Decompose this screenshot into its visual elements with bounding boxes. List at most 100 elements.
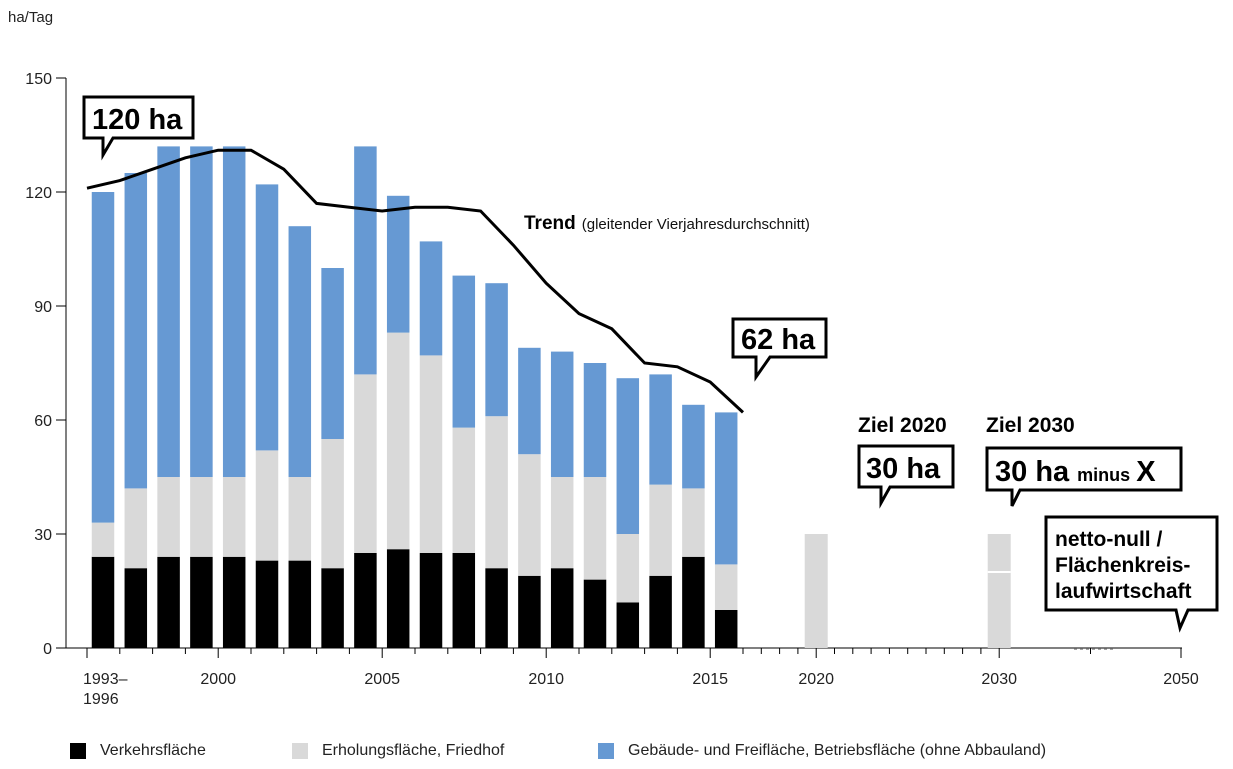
- y-axis: 0 30 60 90 120 150: [25, 71, 67, 658]
- legend-swatch-black: [70, 743, 86, 759]
- bar-erholung: [190, 477, 213, 557]
- bar-erholung: [550, 477, 574, 569]
- target-bar: [987, 534, 1011, 648]
- bar-verkehr: [157, 556, 180, 648]
- legend-swatch-blue: [598, 743, 614, 759]
- bar-verkehr: [354, 553, 377, 648]
- bar-gebaeude: [682, 404, 705, 489]
- bar-erholung: [616, 534, 640, 603]
- x-tick-label: 2000: [200, 671, 236, 688]
- bar-gebaeude: [157, 146, 180, 477]
- svg-text:Flächenkreis-: Flächenkreis-: [1055, 554, 1190, 577]
- legend-item-erholung: Erholungsfläche, Friedhof: [292, 742, 598, 760]
- bar-erholung: [124, 488, 148, 569]
- bar-verkehr: [452, 553, 476, 648]
- bar-erholung: [518, 454, 541, 576]
- bar-verkehr: [222, 556, 246, 648]
- bar-verkehr: [255, 560, 279, 648]
- trend-label: Trend (gleitender Vierjahresdurchschnitt): [524, 213, 810, 234]
- bar-verkehr: [91, 556, 115, 648]
- y-tick-label: 150: [25, 71, 52, 88]
- legend-label: Erholungsfläche, Friedhof: [322, 742, 505, 759]
- bar-gebaeude: [354, 146, 377, 375]
- bar-erholung: [649, 484, 672, 576]
- bar-gebaeude: [452, 275, 476, 428]
- bars: [91, 146, 738, 648]
- bar-verkehr: [714, 610, 738, 648]
- bar-verkehr: [583, 579, 607, 648]
- bar-verkehr: [485, 568, 508, 648]
- target-bars: [804, 534, 1011, 648]
- bar-gebaeude: [485, 283, 508, 417]
- bar-erholung: [485, 416, 508, 569]
- bar-verkehr: [419, 553, 443, 648]
- bar-verkehr: [649, 575, 672, 648]
- bar-gebaeude: [583, 363, 607, 477]
- bar-verkehr: [321, 568, 344, 648]
- bar-gebaeude: [714, 412, 738, 565]
- bar-erholung: [157, 477, 180, 557]
- bar-verkehr: [682, 556, 705, 648]
- x-tick-label: 2010: [528, 671, 564, 688]
- legend: Verkehrsfläche Erholungsfläche, Friedhof…: [70, 742, 1046, 760]
- bar-erholung: [682, 488, 705, 557]
- bar-erholung: [419, 355, 443, 553]
- bar-gebaeude: [386, 195, 410, 333]
- bar-gebaeude: [321, 268, 344, 439]
- bar-gebaeude: [190, 146, 213, 477]
- legend-label: Gebäude- und Freifläche, Betriebsfläche …: [628, 742, 1047, 759]
- x-tick-label: 1993– 1996: [83, 671, 128, 708]
- svg-text:62 ha: 62 ha: [741, 324, 816, 356]
- legend-label: Verkehrsfläche: [100, 742, 206, 759]
- bar-gebaeude: [255, 184, 279, 451]
- svg-text:netto-null /: netto-null /: [1055, 528, 1162, 551]
- bar-erholung: [321, 439, 344, 569]
- trend-line: [86, 148, 745, 414]
- bar-gebaeude: [419, 241, 443, 356]
- y-tick-label: 60: [34, 413, 52, 430]
- callout-end: 62 ha: [731, 317, 828, 382]
- svg-text:30 ha: 30 ha: [866, 453, 941, 485]
- y-tick-label: 90: [34, 299, 52, 316]
- bar-gebaeude: [222, 146, 246, 477]
- bar-erholung: [583, 477, 607, 580]
- bar-gebaeude: [91, 192, 115, 523]
- bar-erholung: [288, 477, 312, 561]
- bar-erholung: [452, 427, 476, 553]
- bar-gebaeude: [124, 173, 148, 489]
- y-tick-label: 120: [25, 185, 52, 202]
- bar-verkehr: [288, 560, 312, 648]
- target-2020-label: Ziel 2020: [858, 414, 947, 437]
- callout-target-2030: 30 ha minus X: [985, 446, 1183, 507]
- callout-target-2020: 30 ha: [857, 444, 955, 509]
- target-2030-label: Ziel 2030: [986, 414, 1075, 437]
- bar-erholung: [386, 332, 410, 550]
- bar-erholung: [714, 564, 738, 610]
- bar-verkehr: [190, 556, 213, 648]
- legend-item-gebaeude: Gebäude- und Freifläche, Betriebsfläche …: [598, 742, 1046, 760]
- bar-erholung: [91, 522, 115, 557]
- x-axis: 1993– 1996 2000 2005 2010 2015 2020 2030 2050: [66, 647, 1199, 708]
- bar-verkehr: [518, 575, 541, 648]
- x-tick-label: 2005: [364, 671, 400, 688]
- y-axis-label: ha/Tag: [8, 9, 53, 26]
- bar-verkehr: [124, 568, 148, 648]
- callout-final: netto-null / Flächenkreis- laufwirtschaf…: [1044, 515, 1219, 633]
- bar-erholung: [222, 477, 246, 557]
- bar-erholung: [354, 374, 377, 553]
- target-bar: [804, 534, 828, 648]
- bar-gebaeude: [649, 374, 672, 485]
- bar-verkehr: [616, 602, 640, 648]
- bar-gebaeude: [518, 347, 541, 455]
- bar-erholung: [255, 450, 279, 561]
- y-tick-label: 30: [34, 527, 52, 544]
- x-tick-label: 2050: [1163, 671, 1199, 688]
- bar-gebaeude: [616, 378, 640, 534]
- bar-verkehr: [386, 549, 410, 648]
- y-tick-label: 0: [43, 641, 52, 658]
- legend-swatch-gray: [292, 743, 308, 759]
- bar-gebaeude: [288, 226, 312, 477]
- x-tick-label: 2030: [981, 671, 1017, 688]
